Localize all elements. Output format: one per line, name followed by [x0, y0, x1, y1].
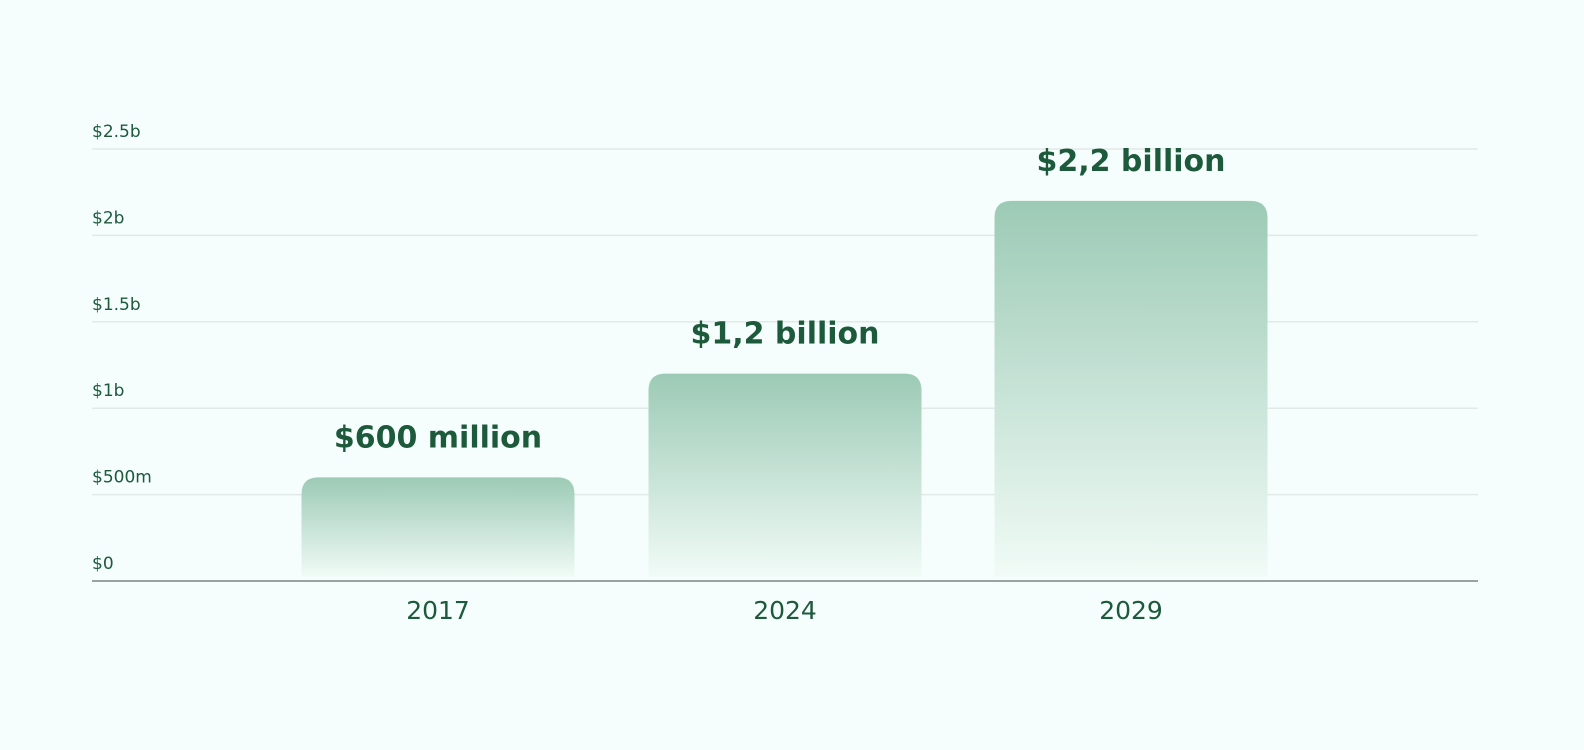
x-tick-label: 2017	[406, 596, 470, 625]
x-axis-ticks: 2017 2024 2029	[406, 596, 1163, 625]
bar-2017	[301, 477, 575, 577]
data-label: $1,2 billion	[690, 317, 879, 352]
bar-2029	[994, 200, 1268, 577]
y-tick-label: $1b	[92, 381, 124, 401]
y-tick-label: $1.5b	[92, 295, 141, 315]
x-tick-label: 2024	[753, 596, 817, 625]
x-tick-label: 2029	[1099, 596, 1163, 625]
data-labels: $600 million $1,2 billion $2,2 billion	[334, 144, 1226, 455]
y-tick-label: $2.5b	[92, 122, 141, 142]
data-label: $2,2 billion	[1036, 144, 1225, 179]
y-tick-label: $2b	[92, 208, 124, 228]
bars	[301, 200, 1268, 577]
bar-2024	[648, 373, 922, 577]
y-tick-label: $0	[92, 554, 114, 574]
y-tick-label: $500m	[92, 468, 152, 488]
data-label: $600 million	[334, 420, 542, 455]
y-axis-ticks: $0 $500m $1b $1.5b $2b $2.5b	[92, 122, 152, 574]
